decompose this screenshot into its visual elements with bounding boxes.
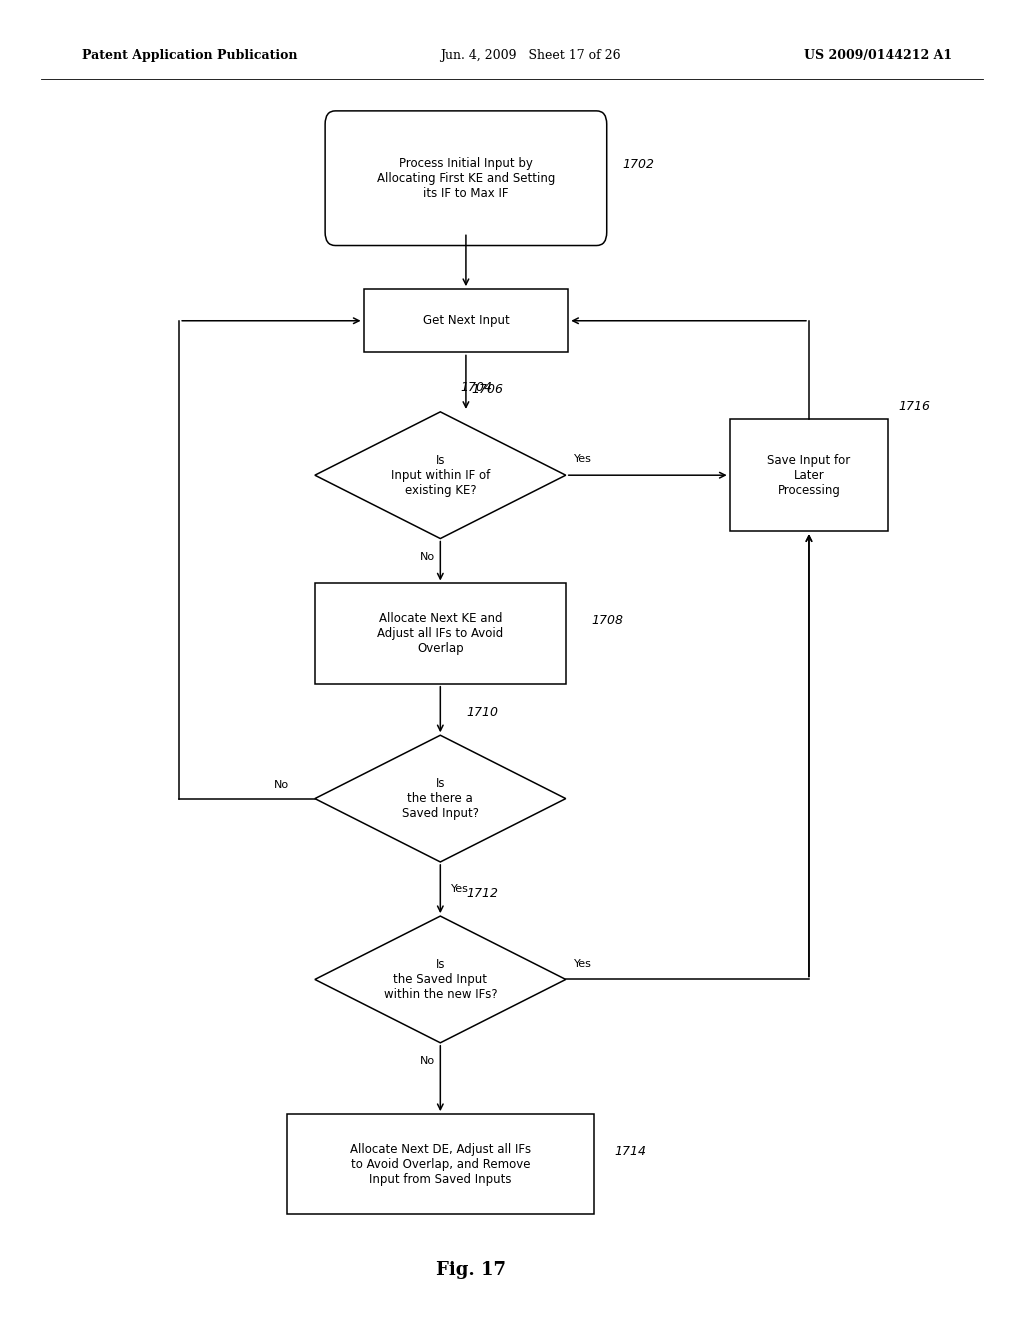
Bar bbox=[364, 289, 568, 352]
Text: Patent Application Publication: Patent Application Publication bbox=[82, 49, 297, 62]
Bar bbox=[287, 1114, 594, 1214]
FancyBboxPatch shape bbox=[326, 111, 606, 246]
Text: Allocate Next KE and
Adjust all IFs to Avoid
Overlap: Allocate Next KE and Adjust all IFs to A… bbox=[377, 612, 504, 655]
Text: 1706: 1706 bbox=[471, 383, 503, 396]
Text: No: No bbox=[420, 552, 435, 562]
Polygon shape bbox=[315, 735, 565, 862]
Polygon shape bbox=[315, 412, 565, 539]
Text: Is
the there a
Saved Input?: Is the there a Saved Input? bbox=[401, 777, 479, 820]
Text: Get Next Input: Get Next Input bbox=[423, 314, 509, 327]
Text: Jun. 4, 2009   Sheet 17 of 26: Jun. 4, 2009 Sheet 17 of 26 bbox=[440, 49, 621, 62]
Text: 1714: 1714 bbox=[614, 1144, 646, 1158]
Text: Save Input for
Later
Processing: Save Input for Later Processing bbox=[767, 454, 851, 496]
Text: 1704: 1704 bbox=[461, 381, 493, 395]
Bar bbox=[315, 583, 565, 684]
Text: US 2009/0144212 A1: US 2009/0144212 A1 bbox=[804, 49, 952, 62]
Text: Yes: Yes bbox=[451, 884, 468, 894]
Text: No: No bbox=[274, 780, 289, 791]
Text: No: No bbox=[420, 1056, 435, 1067]
Text: Fig. 17: Fig. 17 bbox=[436, 1261, 506, 1279]
Polygon shape bbox=[315, 916, 565, 1043]
Text: 1712: 1712 bbox=[466, 887, 498, 900]
Text: 1708: 1708 bbox=[592, 614, 624, 627]
Text: Yes: Yes bbox=[573, 958, 592, 969]
Text: Is
Input within IF of
existing KE?: Is Input within IF of existing KE? bbox=[391, 454, 489, 496]
Text: Yes: Yes bbox=[573, 454, 592, 465]
Text: 1710: 1710 bbox=[466, 706, 498, 719]
Text: 1716: 1716 bbox=[899, 400, 931, 412]
Text: Process Initial Input by
Allocating First KE and Setting
its IF to Max IF: Process Initial Input by Allocating Firs… bbox=[377, 157, 555, 199]
Text: Allocate Next DE, Adjust all IFs
to Avoid Overlap, and Remove
Input from Saved I: Allocate Next DE, Adjust all IFs to Avoi… bbox=[350, 1143, 530, 1185]
Bar bbox=[729, 420, 889, 531]
Text: Is
the Saved Input
within the new IFs?: Is the Saved Input within the new IFs? bbox=[384, 958, 497, 1001]
Text: 1702: 1702 bbox=[623, 158, 654, 172]
